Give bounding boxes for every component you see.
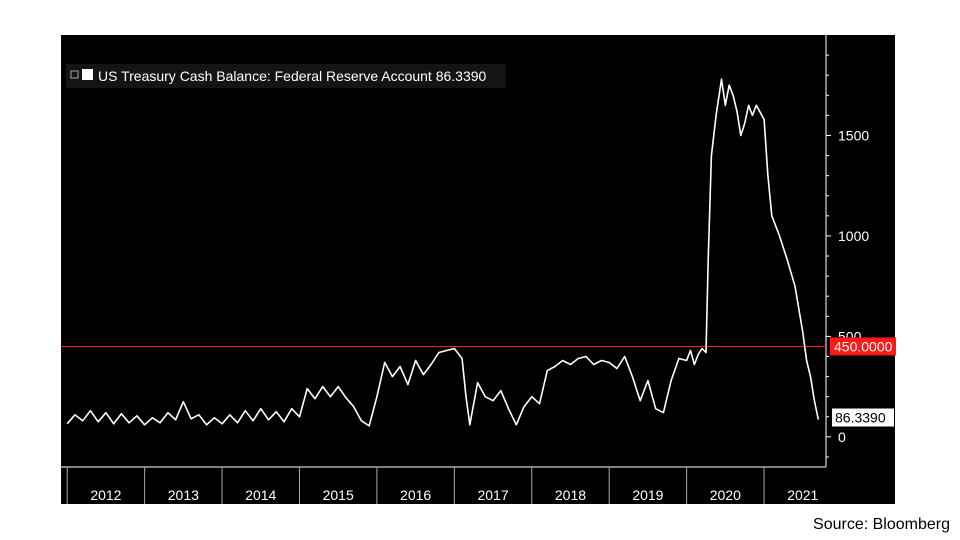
x-tick-label: 2017 [477, 487, 508, 503]
y-tick-label: 0 [838, 429, 846, 445]
y-tick-label: 1500 [838, 127, 869, 143]
x-tick-label: 2021 [787, 487, 818, 503]
source-note: Source: Bloomberg [813, 516, 950, 533]
reference-label: 450.0000 [834, 338, 893, 354]
reference-badge [830, 337, 896, 356]
legend: US Treasury Cash Balance: Federal Reserv… [66, 64, 506, 88]
reference-value-badge: 450.0000 [830, 337, 896, 356]
legend-swatch [82, 69, 93, 80]
x-tick-label: 2020 [710, 487, 741, 503]
x-tick-label: 2018 [555, 487, 586, 503]
x-tick-label: 2012 [90, 487, 121, 503]
legend-collapse-icon [70, 70, 79, 79]
y-tick-label: 1000 [838, 228, 869, 244]
last-value-label: 86.3390 [835, 410, 886, 426]
x-tick-label: 2019 [632, 487, 663, 503]
last-value-badge-box [832, 408, 894, 427]
x-tick-label: 2014 [245, 487, 276, 503]
x-tick-label: 2016 [400, 487, 431, 503]
legend-background [66, 64, 506, 88]
x-tick-label: 2013 [168, 487, 199, 503]
last-value-badge: 86.3390 [832, 408, 894, 427]
x-axis: 2012 2013 2014 2015 2016 2017 2018 2019 2020 2021 [61, 466, 826, 504]
series-line [66, 78, 820, 427]
legend-label: US Treasury Cash Balance: Federal Reserv… [98, 68, 487, 84]
x-tick-label: 2015 [323, 487, 354, 503]
chart-background [61, 35, 895, 504]
